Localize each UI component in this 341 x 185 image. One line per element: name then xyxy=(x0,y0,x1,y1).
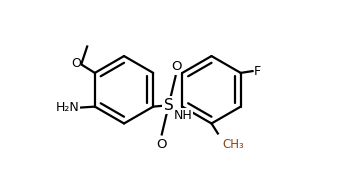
Text: O: O xyxy=(171,60,181,73)
Text: NH: NH xyxy=(174,109,193,122)
Text: CH₃: CH₃ xyxy=(222,138,244,151)
Text: H₂N: H₂N xyxy=(56,101,80,114)
Text: F: F xyxy=(253,65,261,78)
Text: O: O xyxy=(156,138,166,151)
Text: O: O xyxy=(71,58,81,70)
Text: S: S xyxy=(164,98,174,113)
